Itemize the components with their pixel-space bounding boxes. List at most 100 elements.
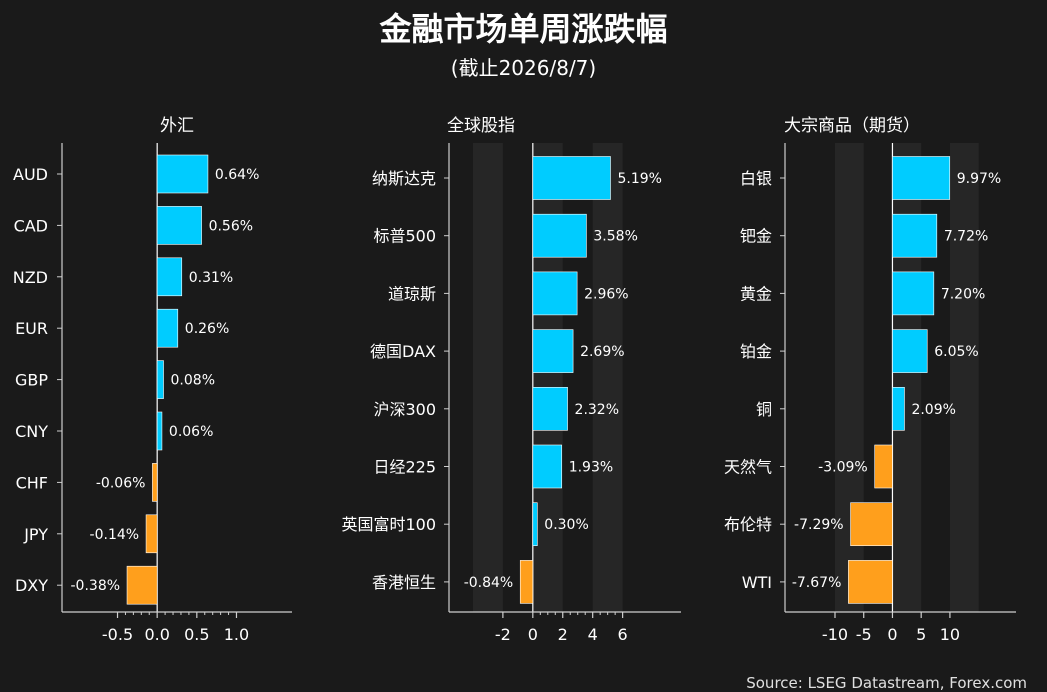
bar (532, 329, 574, 373)
bar (156, 206, 202, 245)
x-tick-label: -10 (822, 625, 848, 644)
data-label: 2.32% (575, 402, 619, 418)
data-label: 7.20% (941, 286, 985, 302)
data-label: -7.29% (794, 517, 844, 533)
bar (892, 329, 928, 373)
category-label: 天然气 (724, 458, 772, 477)
x-tick-label: 0.5 (184, 625, 209, 644)
bar (156, 154, 209, 194)
bar (850, 502, 893, 547)
x-tick-label: 2 (558, 625, 568, 644)
bar (892, 386, 905, 431)
category-label: 德国DAX (370, 342, 436, 361)
bar (152, 463, 158, 502)
bar (892, 213, 938, 258)
data-label: 0.06% (169, 424, 213, 440)
category-label: 黄金 (740, 284, 772, 303)
category-label: 布伦特 (724, 515, 772, 534)
bar (126, 565, 158, 605)
source-note: Source: LSEG Datastream, Forex.com (746, 674, 1027, 692)
bar (532, 502, 538, 547)
category-label: DXY (15, 576, 48, 595)
data-label: -7.67% (792, 575, 842, 591)
category-label: 钯金 (740, 227, 772, 246)
bar (156, 411, 163, 451)
x-tick-label: 5 (916, 625, 926, 644)
panel-title: 大宗商品（期货） (784, 116, 920, 136)
category-label: CAD (14, 216, 48, 235)
x-tick-label: -0.5 (102, 625, 133, 644)
x-tick-label: 10 (940, 625, 960, 644)
bar (892, 271, 935, 316)
bar (519, 560, 534, 604)
category-label: EUR (15, 319, 48, 338)
category-label: 铜 (756, 400, 772, 419)
category-label: 标普500 (373, 227, 436, 246)
category-label: CHF (16, 473, 48, 492)
x-tick-label: 0 (528, 625, 538, 644)
category-label: 纳斯达克 (372, 169, 436, 188)
data-label: 0.08% (171, 373, 215, 389)
chart-subtitle: (截止2026/8/7) (450, 56, 597, 80)
grid-band (892, 143, 922, 612)
x-tick-label: -5 (856, 625, 872, 644)
category-label: AUD (13, 165, 48, 184)
x-tick-label: 6 (618, 625, 628, 644)
data-label: -3.09% (818, 460, 868, 476)
bar (532, 444, 563, 489)
bar (874, 444, 893, 489)
category-label: CNY (15, 422, 48, 441)
bar (532, 271, 578, 316)
x-tick-label: 0.0 (144, 625, 169, 644)
data-label: 6.05% (934, 344, 978, 360)
chart-title: 金融市场单周涨跌幅 (379, 10, 668, 48)
data-label: -0.38% (71, 578, 121, 594)
grid-band (472, 143, 503, 612)
bar (532, 213, 587, 258)
data-label: -0.06% (96, 475, 146, 491)
bar (156, 360, 164, 399)
data-label: 2.96% (584, 286, 628, 302)
x-tick-label: 4 (588, 625, 598, 644)
data-label: 5.19% (618, 171, 662, 187)
category-label: 英国富时100 (341, 515, 436, 534)
grid-band (592, 143, 623, 612)
category-label: 沪深300 (373, 400, 436, 419)
category-label: 香港恒生 (372, 573, 436, 592)
bar (156, 257, 183, 297)
data-label: 7.72% (944, 229, 988, 245)
data-label: -0.14% (90, 527, 140, 543)
bar (156, 308, 179, 348)
category-label: GBP (15, 371, 48, 390)
data-label: -0.84% (464, 575, 514, 591)
category-label: 日经225 (373, 458, 436, 477)
bar (892, 156, 951, 200)
bar (145, 514, 158, 554)
x-tick-label: 0 (887, 625, 897, 644)
data-label: 0.26% (185, 321, 229, 337)
category-label: WTI (742, 573, 772, 592)
data-label: 1.93% (569, 460, 613, 476)
panel-title: 外汇 (160, 116, 194, 136)
category-label: 铂金 (740, 342, 772, 361)
category-label: JPY (23, 525, 48, 544)
data-label: 0.31% (189, 270, 233, 286)
panel-title: 全球股指 (447, 116, 515, 136)
data-label: 0.56% (209, 218, 253, 234)
bar (848, 560, 893, 604)
category-label: 道琼斯 (388, 284, 436, 303)
data-label: 3.58% (593, 229, 637, 245)
grid-band (949, 143, 979, 612)
x-tick-label: 1.0 (224, 625, 249, 644)
bar (532, 156, 611, 200)
data-label: 2.69% (580, 344, 624, 360)
category-label: 白银 (740, 169, 772, 188)
bar (532, 386, 568, 431)
data-label: 0.64% (215, 167, 259, 183)
data-label: 9.97% (957, 171, 1001, 187)
data-label: 2.09% (911, 402, 955, 418)
category-label: NZD (13, 268, 48, 287)
data-label: 0.30% (544, 517, 588, 533)
x-tick-label: -2 (495, 625, 511, 644)
